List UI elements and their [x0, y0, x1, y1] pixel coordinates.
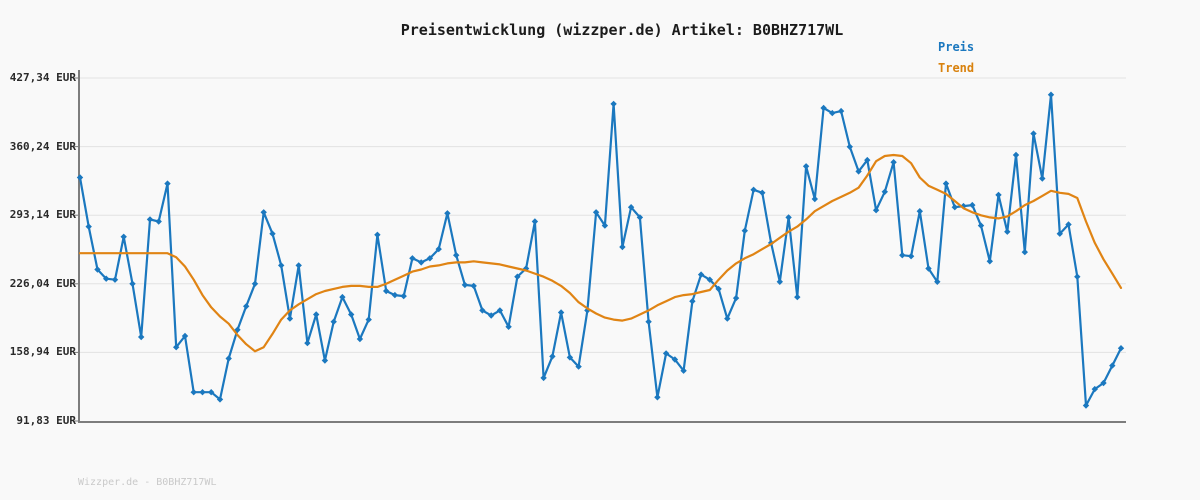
legend-label-preis: Preis	[938, 40, 975, 54]
watermark: Wizzper.de - B0BHZ717WL	[78, 477, 217, 488]
trend-line	[78, 153, 1123, 353]
legend-label-trend: Trend	[938, 61, 975, 75]
y-axis-tick-label: 91,83 EUR	[16, 414, 76, 427]
chart-title: Preisentwicklung (wizzper.de) Artikel: B…	[400, 21, 844, 39]
y-axis-tick-label: 158,94 EUR	[9, 345, 76, 359]
price-line	[78, 93, 1123, 407]
y-axis-tick-label: 427,34 EUR	[9, 71, 76, 84]
y-axis-tick-label: 293,14 EUR	[9, 208, 76, 222]
y-axis-tick-label: 360,24 EUR	[9, 139, 76, 153]
price-markers	[76, 91, 1125, 409]
y-axis-tick-label: 226,04 EUR	[9, 276, 76, 290]
legend-item-preis: Preis	[938, 40, 974, 54]
legend-item-trend: Trend	[938, 61, 974, 75]
